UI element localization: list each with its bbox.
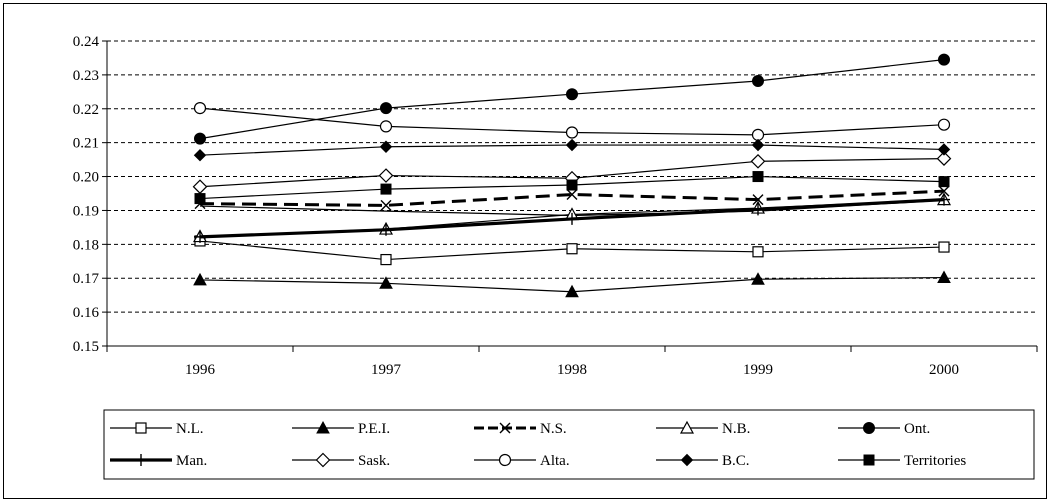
data-point-pei (565, 284, 579, 298)
legend-swatch-marker (316, 420, 330, 434)
legend-swatch-marker (499, 422, 511, 434)
legend-label: B.C. (722, 453, 750, 469)
data-point-alta (937, 118, 951, 131)
data-point-man (752, 203, 764, 216)
legend-label: Territories (904, 453, 966, 469)
data-point-bc (751, 138, 765, 152)
data-point-bc (565, 138, 579, 152)
legend-item-territories: Territories (838, 453, 966, 469)
x-tick-label: 1998 (557, 362, 587, 378)
data-point-man (938, 193, 950, 206)
legend-item-nb: N.B. (656, 420, 750, 437)
legend-swatch-marker (498, 453, 512, 467)
legend-swatch-marker (315, 452, 331, 468)
series-line-ns (199, 189, 945, 207)
x-tick-label: 2000 (929, 362, 959, 378)
legend-label: Sask. (358, 453, 390, 469)
data-point-ns (938, 185, 950, 197)
data-point-nl (380, 253, 392, 266)
data-point-alta (565, 126, 579, 139)
data-point-bc (193, 148, 207, 162)
y-tick-label: 0.24 (73, 34, 100, 50)
data-point-man (194, 230, 206, 243)
legend-label: N.S. (540, 421, 567, 437)
legend-swatch-marker (680, 453, 694, 467)
data-point-nl (566, 243, 578, 255)
y-tick-label: 0.20 (73, 170, 99, 186)
data-point-pei (751, 272, 765, 285)
legend-label: N.B. (722, 421, 750, 437)
data-point-alta (379, 120, 393, 133)
data-point-man (566, 212, 578, 225)
data-point-ont (752, 74, 764, 87)
y-tick-label: 0.23 (73, 68, 99, 84)
data-point-nl (752, 246, 764, 258)
chart-frame (3, 3, 1047, 499)
data-point-alta (751, 128, 765, 141)
data-point-sask (192, 179, 208, 195)
legend-swatch-marker (863, 422, 875, 434)
x-tick-label: 1996 (185, 362, 216, 378)
data-point-alta (193, 101, 207, 115)
y-tick-label: 0.19 (73, 203, 99, 219)
data-point-pei (193, 272, 207, 286)
legend-item-ns: N.S. (474, 421, 567, 437)
data-point-sask (936, 151, 952, 166)
data-point-ns (566, 189, 578, 201)
legend-label: Ont. (904, 421, 930, 437)
x-tick-label: 1999 (743, 362, 773, 378)
data-point-territories (380, 183, 392, 195)
legend-item-alta: Alta. (474, 453, 570, 469)
data-point-ns (752, 194, 764, 206)
legend-item-pei: P.E.I. (292, 420, 390, 437)
data-point-territories (938, 176, 950, 188)
data-point-sask (378, 168, 394, 183)
legend-label: N.L. (176, 421, 204, 437)
y-tick-label: 0.18 (73, 237, 99, 253)
data-point-man (380, 223, 392, 236)
legend-swatch-marker (863, 454, 875, 466)
data-point-bc (937, 143, 951, 156)
data-point-territories (752, 171, 764, 183)
legend-label: Man. (176, 453, 207, 469)
legend-label: P.E.I. (358, 421, 390, 437)
legend-item-ont: Ont. (838, 421, 930, 437)
data-point-pei (379, 276, 393, 289)
x-tick-label: 1997 (371, 362, 402, 378)
data-point-sask (750, 153, 766, 169)
data-point-territories (566, 179, 578, 191)
data-point-nl (938, 241, 950, 253)
y-tick-label: 0.21 (73, 136, 99, 152)
legend-item-bc: B.C. (656, 453, 750, 469)
legend-swatch-marker (135, 454, 147, 466)
data-point-pei (937, 270, 951, 284)
data-point-ont (938, 53, 950, 66)
y-tick-label: 0.16 (73, 305, 100, 321)
legend-swatch-marker (135, 422, 147, 434)
legend-swatch-marker (679, 420, 695, 434)
legend-item-man: Man. (110, 453, 207, 469)
data-point-ns (380, 199, 392, 211)
data-point-bc (379, 140, 393, 153)
legend-item-nl: N.L. (110, 421, 204, 437)
y-tick-label: 0.22 (73, 102, 99, 118)
y-tick-label: 0.17 (73, 271, 100, 287)
data-point-ont (380, 102, 392, 115)
legend-box (103, 409, 1035, 480)
data-point-ont (566, 88, 578, 101)
legend-label: Alta. (540, 453, 570, 469)
legend-item-sask: Sask. (292, 452, 390, 469)
data-point-ont (194, 132, 206, 145)
data-point-territories (194, 193, 206, 205)
y-tick-label: 0.15 (73, 339, 99, 355)
